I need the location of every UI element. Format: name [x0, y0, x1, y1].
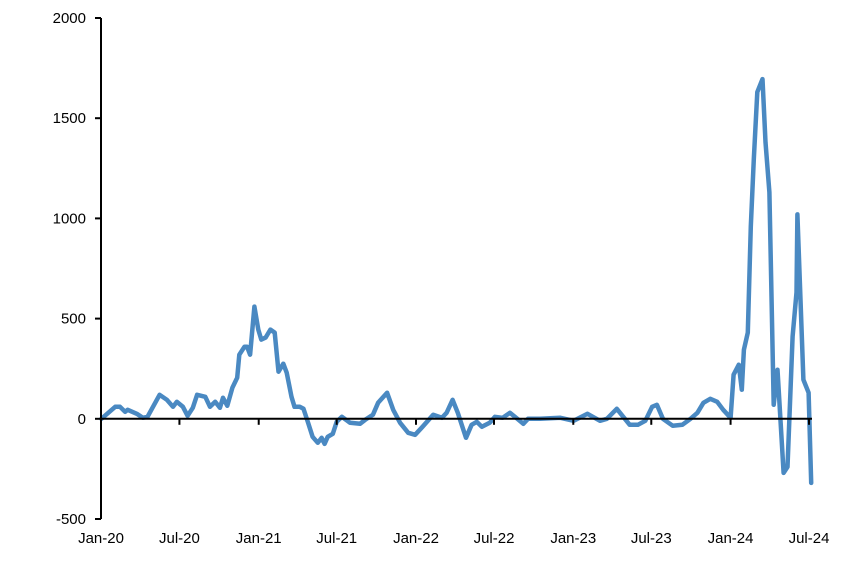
x-tick-label: Jul-23: [631, 530, 672, 547]
y-tick-label: 1500: [53, 110, 86, 127]
x-tick-label: Jan-22: [393, 530, 439, 547]
x-tick-label: Jul-21: [316, 530, 357, 547]
x-tick-label: Jul-20: [159, 530, 200, 547]
x-tick-label: Jul-24: [789, 530, 830, 547]
x-tick-label: Jan-21: [236, 530, 282, 547]
series-line: [99, 76, 814, 486]
x-tick-label: Jan-24: [708, 530, 754, 547]
x-tick-label: Jan-23: [550, 530, 596, 547]
x-tick-label: Jul-22: [474, 530, 515, 547]
y-tick-label: -500: [56, 511, 86, 528]
y-tick-label: 1000: [53, 210, 86, 227]
x-tick-label: Jan-20: [78, 530, 124, 547]
y-tick-label: 0: [78, 411, 86, 428]
axes: [95, 17, 812, 520]
x-axis-labels: Jan-20 Jul-20 Jan-21 Jul-21 Jan-22 Jul-22 Jan-…: [78, 530, 829, 547]
y-axis-labels: -500 0 500 1000 1500 2000: [53, 10, 86, 528]
y-tick-label: 2000: [53, 10, 86, 27]
y-tick-label: 500: [61, 311, 86, 328]
